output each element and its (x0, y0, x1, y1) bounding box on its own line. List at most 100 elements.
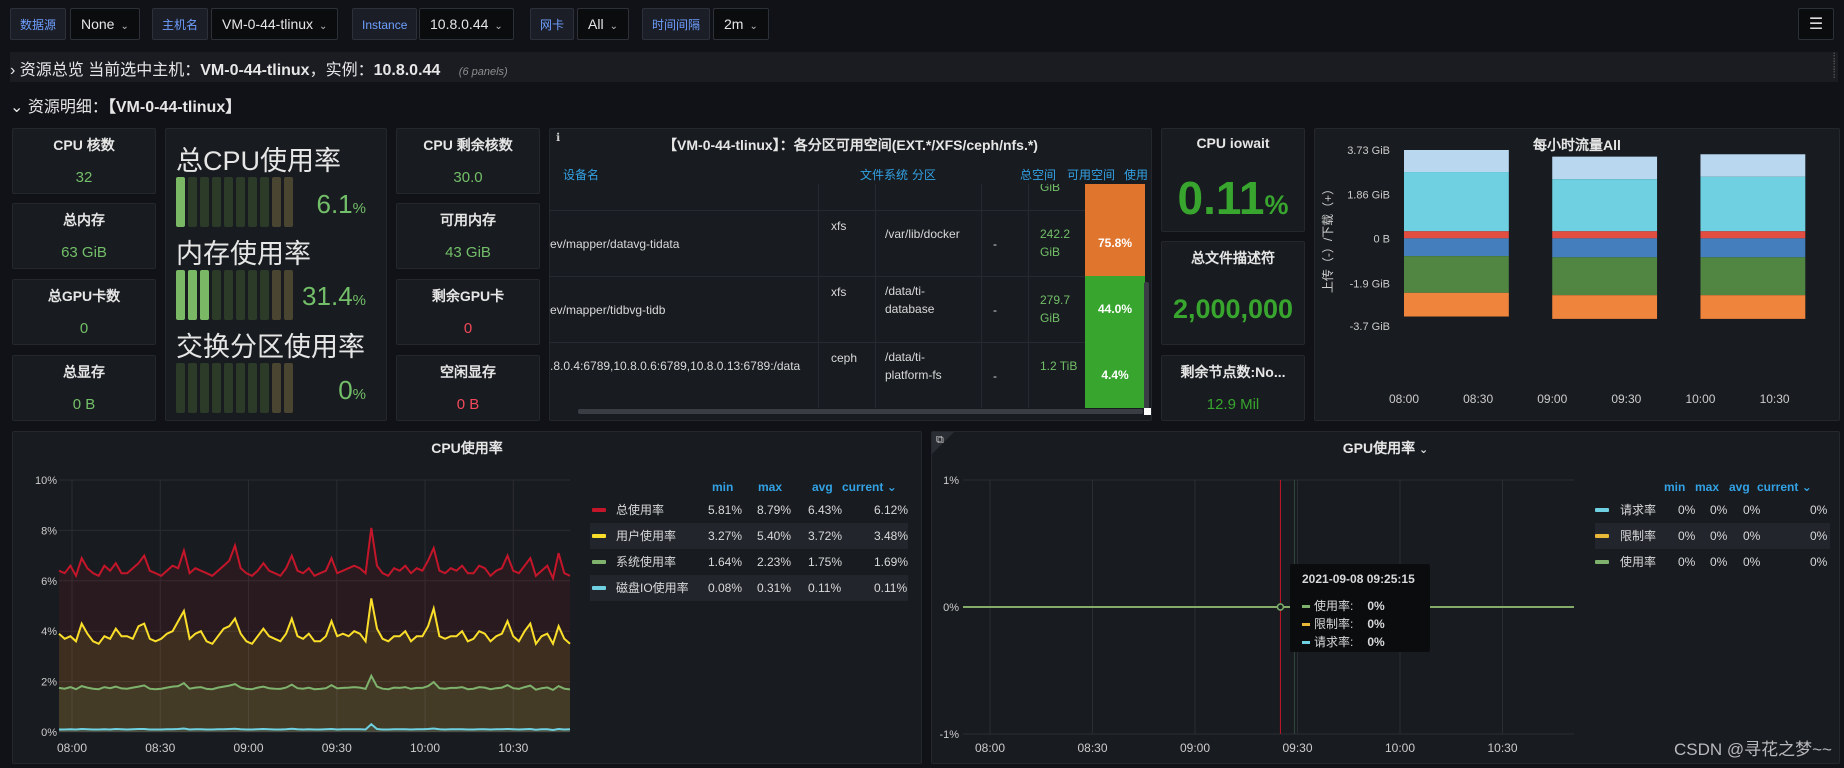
legend-current: 3.48% (874, 529, 909, 543)
gpu-xtick: 10:00 (1385, 741, 1415, 755)
drag-handle-icon[interactable]: ⁞ ⁞ ⁞ (1832, 50, 1836, 81)
avail-cell: GiB (1040, 184, 1061, 194)
hostname-select[interactable]: VM-0-44-tlinux ⌄ (211, 8, 339, 40)
legend-current: 0% (1810, 555, 1828, 569)
hamburger-icon[interactable]: ☰ (1798, 8, 1834, 40)
legend-row[interactable]: 总使用率 5.81% 8.79% 6.43% 6.12% (590, 497, 908, 523)
legend-row[interactable]: 使用率 0% 0% 0% 0% (1595, 549, 1830, 575)
cpu-xtick: 08:00 (57, 741, 87, 755)
table-vertical-scrollbar[interactable] (1144, 282, 1149, 410)
total-vram-panel[interactable]: 总显存 0 B (12, 355, 156, 421)
legend-col-avg[interactable]: avg (812, 480, 833, 494)
total-cell: - (993, 369, 997, 383)
legend-col-current[interactable]: current ⌄ (1757, 480, 1812, 494)
legend-row[interactable]: 限制率 0% 0% 0% 0% (1595, 523, 1830, 549)
vram-free-panel[interactable]: 空闲显存 0 B (396, 355, 540, 421)
table-row[interactable]: .8.0.4:6789,10.8.0.6:6789,10.8.0.13:6789… (550, 342, 1145, 408)
legend-min: 5.81% (708, 503, 743, 517)
legend-name: 限制率 (1620, 529, 1657, 543)
legend-col-min[interactable]: min (712, 480, 734, 494)
overview-row-bar[interactable] (10, 52, 1838, 82)
legend-swatch (592, 534, 606, 538)
panel-title[interactable]: GPU使用率 ⌄ (932, 438, 1839, 458)
interval-select[interactable]: 2m ⌄ (713, 8, 769, 40)
nodes-panel[interactable]: 剩余节点数:No... 12.9 Mil (1161, 355, 1305, 421)
legend-col-min[interactable]: min (1664, 480, 1686, 494)
traffic-bar-segment (1552, 231, 1658, 239)
legend-row[interactable]: 请求率 0% 0% 0% 0% (1595, 497, 1830, 523)
col-part[interactable]: 分区 (912, 168, 937, 182)
stat-value: 2,000,000 (1172, 294, 1294, 324)
cpu-ytick: 8% (41, 525, 57, 537)
stat-value: 0 B (456, 396, 480, 413)
info-icon[interactable]: ℹ (556, 132, 561, 144)
col-device[interactable]: 设备名 (563, 168, 600, 182)
table-row[interactable]: ev/mapper/tidbvg-tidb xfs /data/ti-datab… (550, 276, 1145, 342)
scroll-corner (1144, 408, 1151, 415)
gpu-xtick: 09:30 (1282, 741, 1312, 755)
nic-select[interactable]: All ⌄ (577, 8, 629, 40)
device-cell: .8.0.4:6789,10.8.0.6:6789,10.8.0.13:6789… (550, 359, 801, 373)
avail-cell: 242.2 GiB (1040, 227, 1071, 259)
legend-current: 6.12% (874, 503, 909, 517)
legend-row[interactable]: 磁盘IO使用率 0.08% 0.31% 0.11% 0.11% (590, 575, 908, 601)
overview-row-header[interactable]: › 资源总览 当前选中主机：VM-0-44-tlinux，实例：10.8.0.4… (10, 56, 508, 80)
gauge-cell (272, 363, 281, 413)
use-cell-partial (1085, 184, 1145, 210)
col-avail[interactable]: 可用空间 (1067, 168, 1116, 182)
legend-name: 总使用率 (616, 503, 665, 517)
use-cell: 4.4% (1085, 342, 1145, 408)
traffic-ytick: 1.86 GiB (1347, 189, 1390, 201)
traffic-bar-segment (1552, 238, 1658, 258)
gauge-cell (272, 177, 281, 227)
cpu-cores-panel[interactable]: CPU 核数 32 (12, 128, 156, 194)
legend-col-max[interactable]: max (758, 480, 783, 494)
legend-min: 0% (1678, 555, 1696, 569)
cpu-free-panel[interactable]: CPU 剩余核数 30.0 (396, 128, 540, 194)
traffic-bar-segment (1700, 231, 1806, 239)
gauge-cell (200, 363, 209, 413)
col-use[interactable]: 使用 (1124, 168, 1149, 182)
tooltip-value: 0% (1367, 635, 1385, 649)
traffic-bar-segment (1404, 256, 1509, 293)
chevron-down-icon: ⌄ (494, 21, 503, 32)
gauge-cell (176, 363, 185, 413)
gauge-cell (188, 177, 197, 227)
legend-col-current-label: current (842, 480, 884, 494)
legend-col-max[interactable]: max (1695, 480, 1720, 494)
total-cell: - (993, 237, 997, 251)
table-row[interactable]: ev/mapper/datavg-tidata xfs /var/lib/doc… (550, 210, 1145, 276)
iowait-panel[interactable]: CPU iowait 0.11% (1161, 128, 1305, 232)
traffic-ytick: 3.73 GiB (1347, 145, 1390, 157)
gauge-cell (236, 177, 245, 227)
gauge-cell (260, 270, 269, 320)
legend-col-avg[interactable]: avg (1729, 480, 1750, 494)
detail-row-header[interactable]: ⌄ 资源明细：【VM-0-44-tlinux】 (10, 93, 241, 117)
chevron-down-icon: ⌄ (1419, 444, 1429, 456)
gpu-free-panel[interactable]: 剩余GPU卡 0 (396, 279, 540, 345)
legend-min: 0.08% (708, 581, 743, 595)
mem-avail-panel[interactable]: 可用内存 43 GiB (396, 203, 540, 269)
total-gpu-panel[interactable]: 总GPU卡数 0 (12, 279, 156, 345)
legend-row[interactable]: 系统使用率 1.64% 2.23% 1.75% 1.69% (590, 549, 908, 575)
disk-table-panel[interactable]: ℹ 【VM-0-44-tlinux】：各分区可用空间(EXT.*/XFS/cep… (549, 128, 1152, 421)
col-total[interactable]: 总空间 (1020, 168, 1057, 182)
external-link-icon[interactable]: ⧉ (936, 434, 944, 446)
instance-select[interactable]: 10.8.0.44 ⌄ (419, 8, 514, 40)
fd-panel[interactable]: 总文件描述符 2,000,000 (1161, 241, 1305, 345)
col-fs[interactable]: 文件系统 (860, 168, 909, 182)
gpu-grid: 1% 0% -1% 08:00 08:30 09:00 09:30 10:00 10:30 (939, 475, 1574, 755)
chevron-down-icon: ⌄ (120, 21, 129, 32)
legend-row[interactable]: 用户使用率 3.27% 5.40% 3.72% 3.48% (590, 523, 908, 549)
total-mem-panel[interactable]: 总内存 63 GiB (12, 203, 156, 269)
table-row-partial[interactable]: GiB (550, 184, 1145, 210)
datasource-select[interactable]: None ⌄ (70, 8, 140, 40)
avail-cell: 1.2 TiB (1040, 359, 1078, 373)
usage-gauge-panel[interactable]: 总CPU使用率 6.1% 内存使用率 31.4% 交换分区使用率 0% (165, 128, 387, 421)
table-horizontal-scrollbar[interactable] (578, 409, 1143, 414)
gpu-hover-point (1276, 603, 1285, 611)
cpu-xtick: 10:00 (410, 741, 440, 755)
legend-col-current[interactable]: current ⌄ (842, 480, 897, 494)
chevron-down-icon: ⌄ (1801, 480, 1812, 494)
legend-avg: 1.75% (808, 555, 843, 569)
